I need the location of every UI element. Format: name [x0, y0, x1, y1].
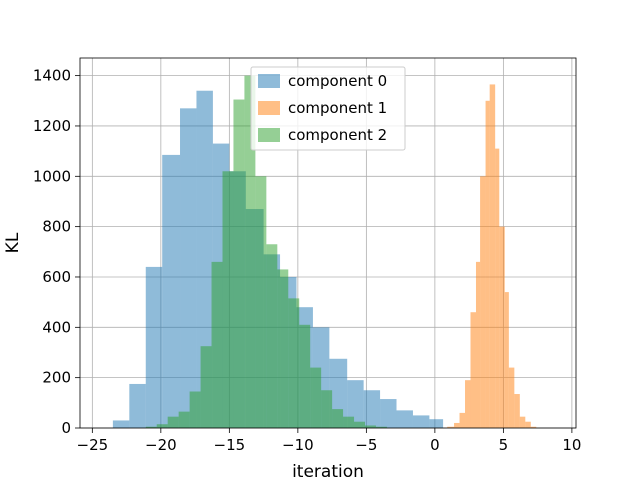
histogram-bar: [530, 426, 537, 428]
y-tick-label: 1400: [33, 67, 71, 85]
histogram-bar: [332, 409, 344, 428]
histogram-bar: [504, 292, 509, 428]
legend-box: [250, 66, 406, 151]
histogram-bar: [396, 410, 413, 428]
legend-swatch: [258, 128, 280, 142]
histogram-bar: [196, 90, 213, 429]
y-tick-label: 200: [42, 369, 71, 387]
histogram-bar: [459, 412, 466, 428]
histogram-bar: [514, 394, 520, 428]
histogram-bar: [162, 154, 181, 428]
x-tick-label: −20: [145, 436, 177, 454]
histogram-bar: [233, 99, 245, 428]
histogram-bar: [380, 399, 397, 428]
histogram-bar: [277, 269, 289, 428]
y-tick-label: 800: [42, 218, 71, 236]
histogram-bar: [178, 411, 190, 428]
histogram-bar: [485, 100, 490, 428]
legend-swatch: [258, 74, 280, 88]
legend-label: component 0: [288, 72, 387, 90]
histogram-bar: [299, 324, 311, 428]
y-axis-ticks: 0 200 400 600 800 1000 1200 1400: [33, 67, 80, 437]
legend-label: component 2: [288, 126, 387, 144]
histogram-bar: [447, 426, 455, 428]
histogram-bar: [189, 391, 201, 428]
legend-swatch: [258, 101, 280, 115]
histogram-bar: [310, 367, 322, 428]
x-tick-label: −10: [282, 436, 314, 454]
plot-area-frame: [79, 57, 577, 429]
histogram-bar: [495, 148, 500, 428]
histogram-bar: [343, 416, 355, 428]
histogram-bar: [363, 390, 381, 428]
y-tick-label: 1200: [33, 117, 71, 135]
histogram-bar: [347, 380, 364, 428]
histogram-bar: [429, 419, 444, 428]
histogram-bar: [412, 415, 430, 428]
histogram-bar: [145, 426, 157, 428]
x-axis-label: iteration: [292, 462, 364, 480]
histogram-bar: [200, 346, 212, 428]
x-tick-label: −5: [355, 436, 377, 454]
y-tick-label: 600: [42, 268, 71, 286]
histogram-bar: [156, 424, 168, 428]
y-tick-label: 1000: [33, 167, 71, 185]
histogram-bar: [489, 84, 496, 428]
histogram-bar: [255, 176, 267, 428]
histogram-bar: [288, 298, 300, 428]
x-tick-label: −15: [214, 436, 246, 454]
x-tick-label: 5: [499, 436, 509, 454]
histogram-bar: [112, 420, 130, 428]
histogram-bar: [180, 108, 197, 428]
histogram-bars: [112, 75, 537, 429]
x-tick-label: 10: [562, 436, 581, 454]
histogram-bar: [475, 261, 481, 428]
series-2-bars: [145, 75, 387, 428]
histogram-bar: [211, 261, 223, 428]
legend-label: component 1: [288, 99, 387, 117]
series-1-bars: [447, 84, 537, 428]
histogram-bar: [167, 416, 179, 428]
histogram-bar: [375, 426, 387, 428]
histogram-bar: [454, 422, 460, 428]
legend: component 0 component 1 component 2: [250, 66, 406, 151]
histogram-bar: [470, 312, 476, 428]
y-tick-label: 0: [61, 419, 71, 437]
histogram-bar: [525, 421, 531, 428]
histogram-bar: [519, 416, 526, 428]
histogram-bar: [145, 266, 163, 428]
histogram-bar: [129, 383, 146, 428]
histogram-bar: [321, 390, 333, 428]
histogram-bar: [266, 244, 278, 428]
histogram-bar: [465, 380, 471, 428]
histogram-bar: [499, 226, 505, 428]
histogram-bar: [354, 421, 365, 428]
histogram-bar: [244, 75, 256, 428]
x-tick-label: −25: [77, 436, 109, 454]
histogram-bar: [480, 176, 486, 428]
x-tick-label: 0: [430, 436, 440, 454]
histogram-bar: [222, 171, 234, 428]
histogram-bar: [508, 367, 515, 428]
histogram-bar: [364, 425, 376, 428]
y-tick-label: 400: [42, 318, 71, 336]
x-axis-ticks: −25 −20 −15 −10 −5 0 5 10: [77, 428, 581, 454]
y-axis-label: KL: [3, 232, 23, 253]
